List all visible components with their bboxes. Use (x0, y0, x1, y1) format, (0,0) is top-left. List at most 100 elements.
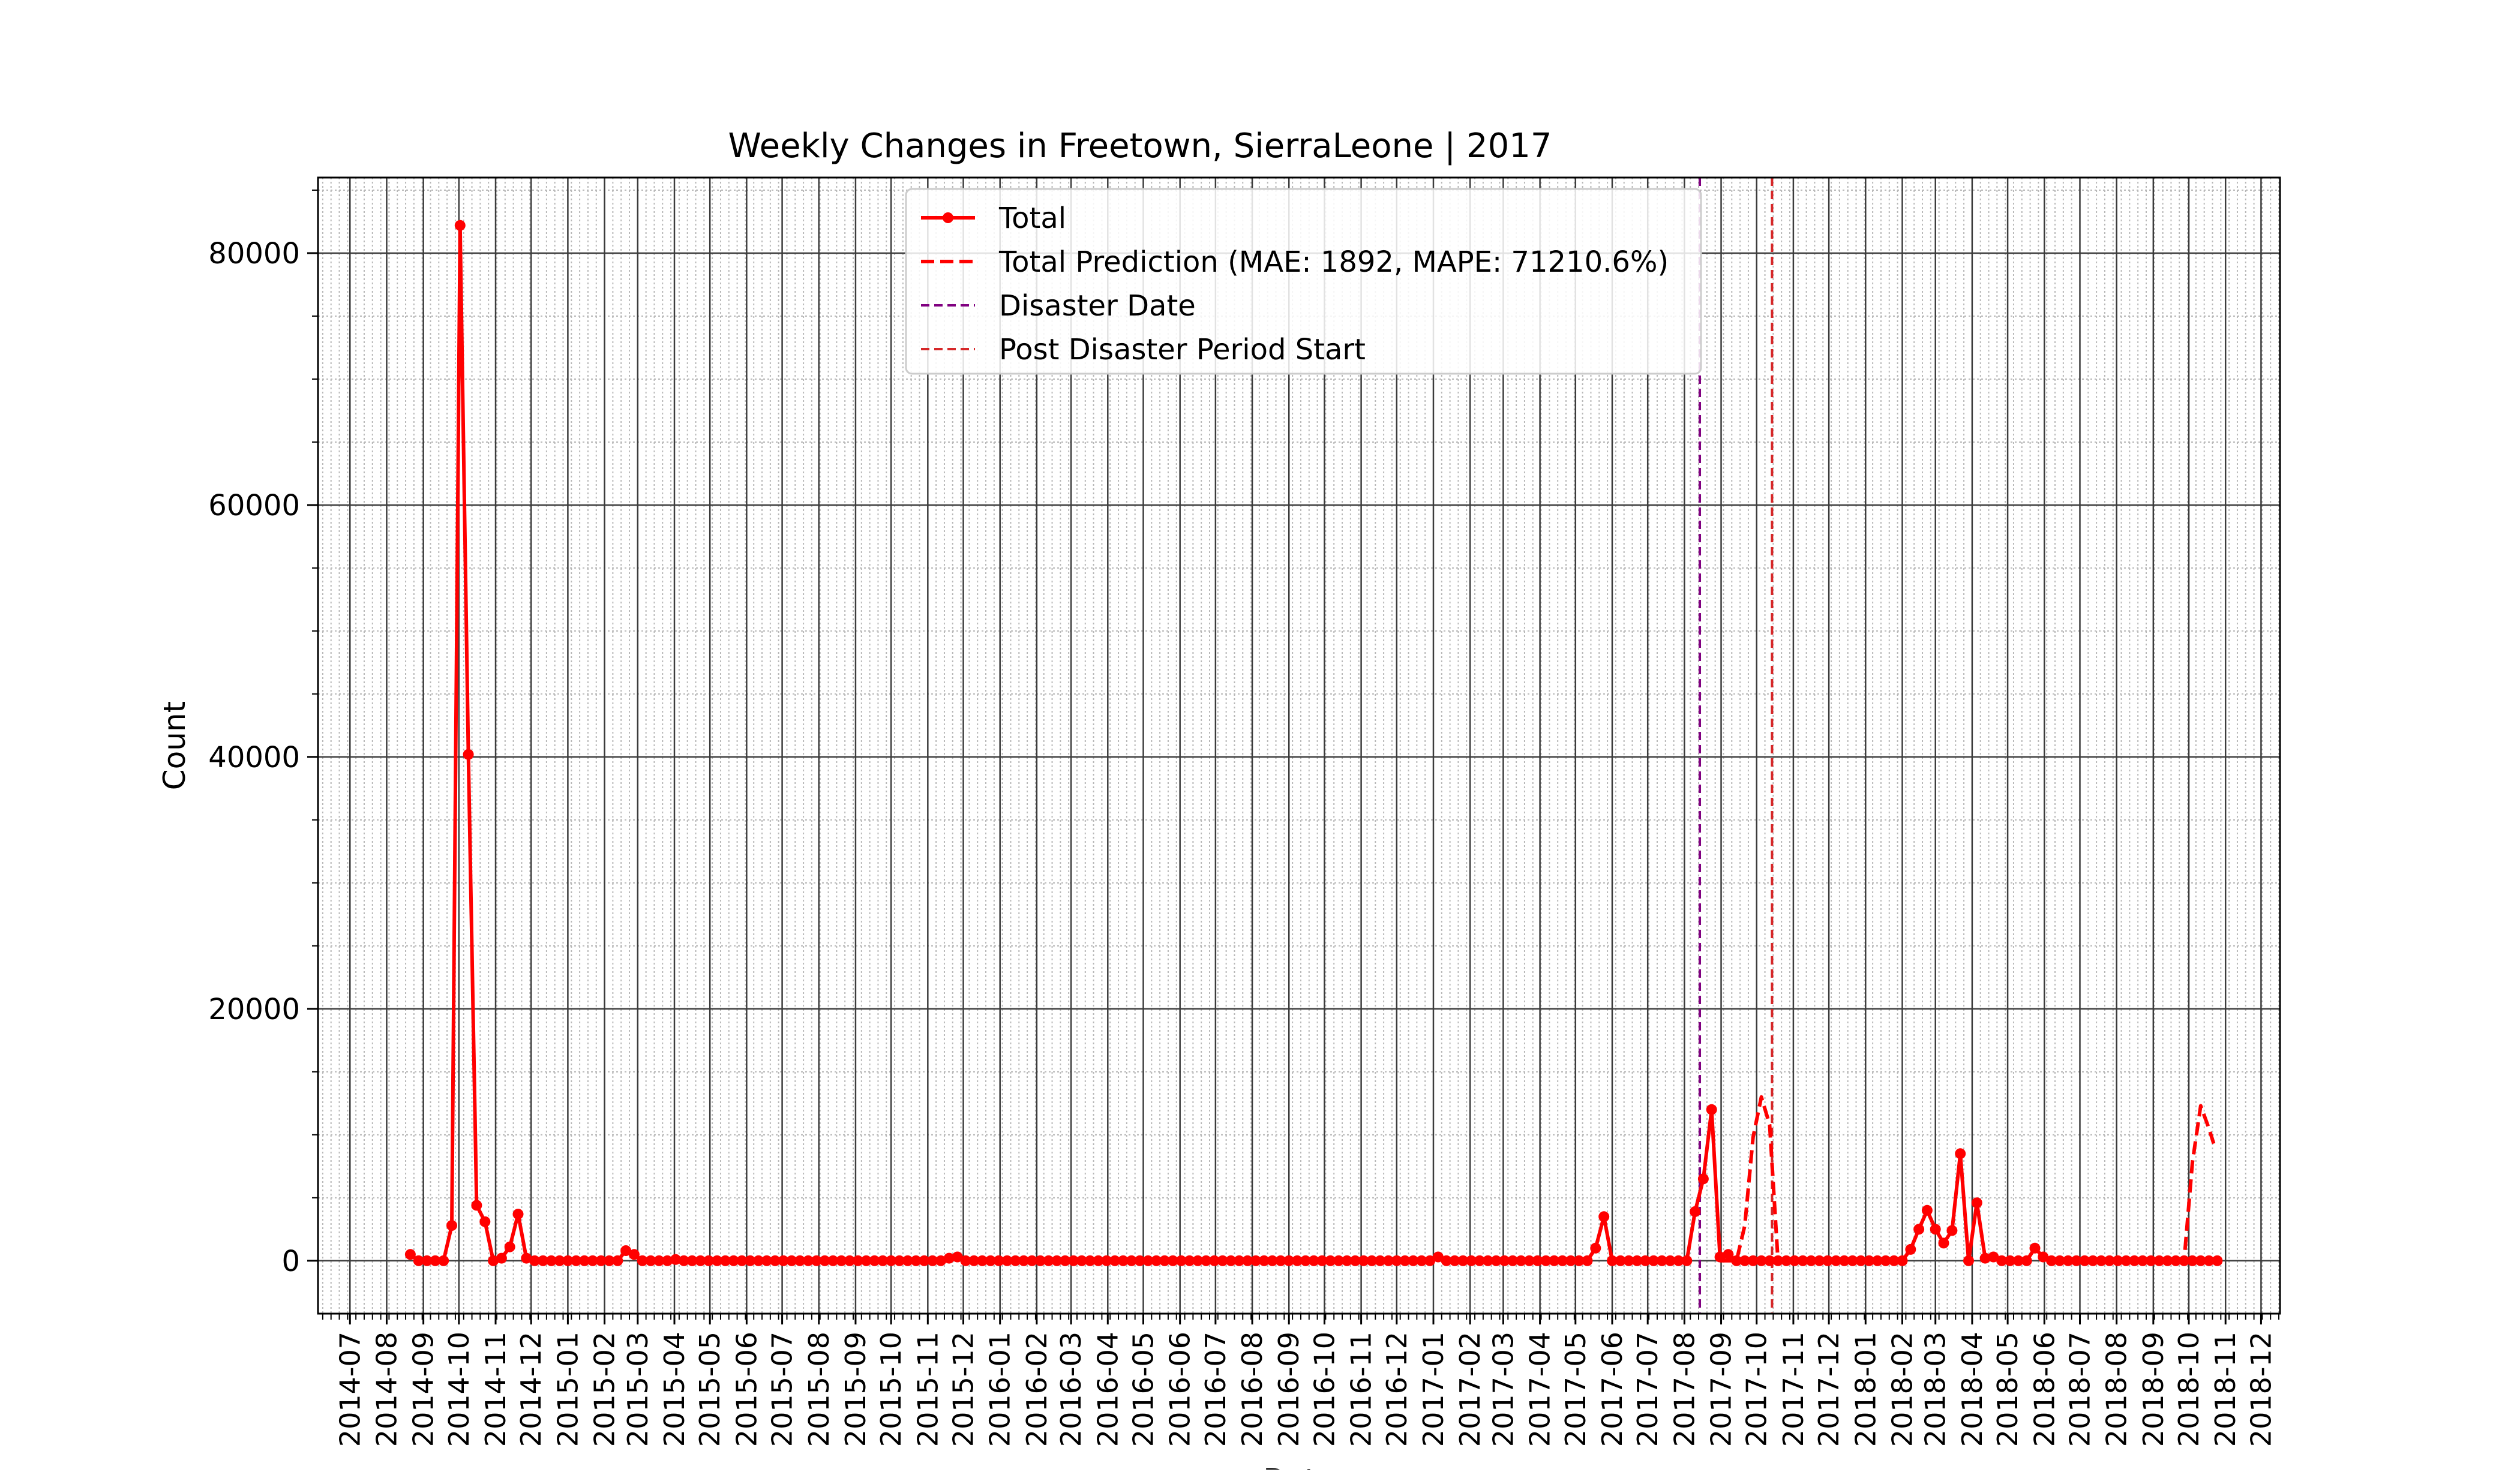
data-point (1764, 1255, 1775, 1266)
data-point (479, 1216, 491, 1227)
data-point (1167, 1255, 1178, 1266)
data-point (430, 1255, 441, 1266)
data-point (628, 1249, 640, 1260)
x-tick-label: 2016-02 (1021, 1332, 1053, 1447)
data-point (977, 1255, 988, 1266)
data-point (1175, 1255, 1187, 1266)
series-total-line (409, 223, 2218, 1263)
data-point (529, 1255, 541, 1266)
data-point (728, 1255, 739, 1266)
data-point (836, 1255, 847, 1266)
x-tick-label: 2015-07 (766, 1332, 799, 1447)
legend-box (905, 188, 1702, 375)
legend-marker (943, 212, 953, 223)
x-tick-label: 2018-07 (2063, 1332, 2096, 1447)
data-point (620, 1245, 632, 1256)
data-point (1375, 1255, 1386, 1266)
data-point (902, 1255, 913, 1266)
data-point (1656, 1255, 1667, 1266)
data-point (1573, 1255, 1585, 1266)
data-point (2062, 1255, 2074, 1266)
data-point (1607, 1255, 1618, 1266)
x-tick-label: 2017-09 (1705, 1332, 1738, 1447)
data-point (1864, 1255, 1875, 1266)
data-point (1399, 1255, 1411, 1266)
data-point (1490, 1255, 1502, 1266)
data-point (1416, 1255, 1427, 1266)
series (404, 220, 2223, 1266)
x-tick-label: 2016-10 (1308, 1332, 1340, 1447)
data-point (1996, 1255, 2008, 1266)
data-point (769, 1255, 781, 1266)
data-point (819, 1255, 830, 1266)
chart-title: Weekly Changes in Freetown, SierraLeone … (728, 127, 1552, 166)
x-tick-label: 2017-04 (1524, 1332, 1556, 1447)
data-point (1109, 1255, 1121, 1266)
data-point (1565, 1255, 1576, 1266)
data-point (2212, 1255, 2223, 1266)
data-point (786, 1255, 797, 1266)
data-point (1333, 1255, 1345, 1266)
x-tick-label: 2016-06 (1164, 1332, 1196, 1447)
data-point (919, 1255, 930, 1266)
x-tick-label: 2018-08 (2101, 1332, 2133, 1447)
x-tick-label: 2017-02 (1454, 1332, 1486, 1447)
data-point (927, 1255, 938, 1266)
data-point (877, 1255, 889, 1266)
x-tick-label: 2015-01 (551, 1332, 584, 1447)
x-tick-label: 2016-11 (1345, 1332, 1378, 1447)
data-point (1134, 1255, 1145, 1266)
data-point (454, 220, 466, 231)
data-point (1731, 1255, 1742, 1266)
data-point (869, 1255, 880, 1266)
x-tick-label: 2015-10 (875, 1332, 907, 1447)
data-point (1267, 1255, 1278, 1266)
x-tick-label: 2016-12 (1381, 1332, 1413, 1447)
data-point (1673, 1255, 1684, 1266)
x-tick-label: 2017-08 (1668, 1332, 1700, 1447)
data-point (1234, 1255, 1245, 1266)
data-point (1018, 1255, 1030, 1266)
data-point (1366, 1255, 1378, 1266)
data-point (2029, 1242, 2041, 1254)
data-point (894, 1255, 905, 1266)
data-point (935, 1255, 946, 1266)
data-point (794, 1255, 806, 1266)
y-axis-label: Count (157, 701, 192, 791)
data-point (1623, 1255, 1634, 1266)
data-point (1192, 1255, 1204, 1266)
x-tick-label: 2017-11 (1777, 1332, 1810, 1447)
data-point (1706, 1104, 1717, 1115)
data-point (2071, 1255, 2082, 1266)
data-point (1739, 1255, 1750, 1266)
data-point (1532, 1255, 1543, 1266)
data-point (1648, 1255, 1659, 1266)
data-point (1979, 1252, 1991, 1264)
data-point (1847, 1255, 1858, 1266)
data-point (1640, 1255, 1651, 1266)
y-tick-label: 0 (281, 1245, 300, 1278)
legend-label: Disaster Date (999, 289, 1196, 323)
data-point (1325, 1255, 1336, 1266)
data-point (1308, 1255, 1319, 1266)
legend-label: Total (998, 202, 1066, 235)
data-point (1507, 1255, 1519, 1266)
x-tick-label: 2015-09 (839, 1332, 872, 1447)
data-point (1880, 1255, 1891, 1266)
x-tick-label: 2014-08 (370, 1332, 403, 1447)
x-tick-label: 2014-11 (479, 1332, 512, 1447)
x-tick-label: 2018-02 (1886, 1332, 1918, 1447)
data-point (1557, 1255, 1568, 1266)
data-point (2129, 1255, 2140, 1266)
data-point (2153, 1255, 2165, 1266)
data-point (753, 1255, 764, 1266)
data-point (562, 1255, 574, 1266)
data-point (952, 1251, 963, 1263)
data-point (1457, 1255, 1469, 1266)
series-prediction-line (2176, 1104, 2216, 1263)
data-point (910, 1255, 922, 1266)
data-point (2021, 1255, 2032, 1266)
data-point (1888, 1255, 1900, 1266)
data-point (968, 1255, 980, 1266)
